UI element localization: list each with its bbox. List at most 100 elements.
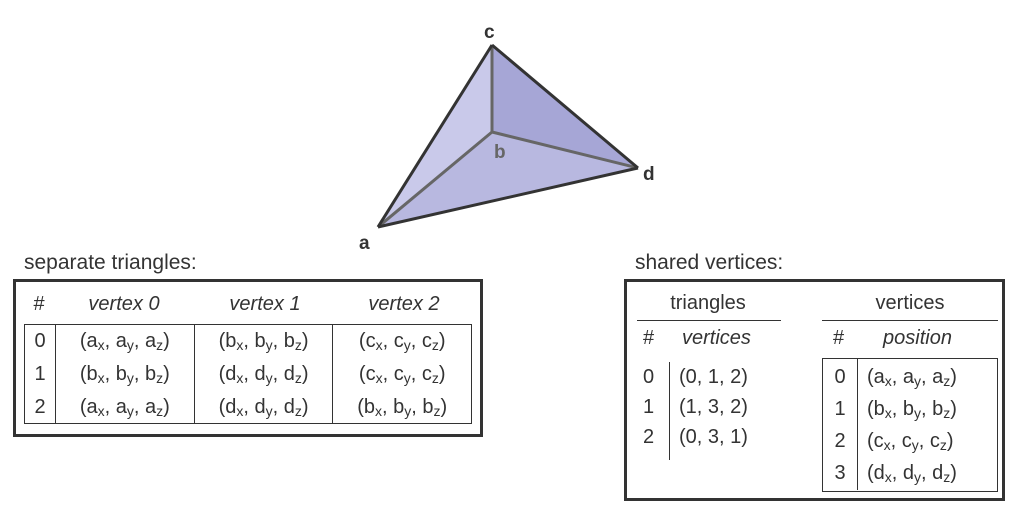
vector-component-subscript: x (375, 337, 383, 354)
vector-component-letter: c (421, 330, 432, 353)
vector-component-letter: b (225, 330, 237, 353)
vector-component-letter: d (283, 362, 295, 385)
vert-col-index-header: # (833, 327, 845, 349)
vector-component-letter: b (145, 362, 157, 385)
hidden-edge-ab (377, 130, 493, 229)
vertex-label-a: a (359, 233, 370, 250)
vector-component-subscript: y (403, 369, 411, 386)
col-vertex0-header: vertex 0 (88, 293, 160, 315)
vector-component-subscript: x (883, 437, 891, 453)
vector-component-subscript: z (939, 437, 947, 453)
vector-component-letter: d (873, 462, 885, 484)
vector-component-subscript: z (294, 402, 302, 419)
vector-component-subscript: y (126, 337, 134, 354)
separate-heading: separate triangles: (24, 251, 197, 274)
edge-ac (376, 44, 494, 228)
vector-component-subscript: z (294, 369, 302, 386)
triangle-row-index: 1 (643, 396, 655, 418)
vector-component-letter: b (363, 395, 376, 418)
vector-component-subscript: y (126, 402, 134, 419)
vertex-label-d: d (643, 164, 655, 185)
vert-index-rule (857, 359, 858, 490)
vertex-row-index: 3 (834, 462, 846, 484)
vector-component-letter: d (902, 462, 915, 484)
tri-col-vertices-header: vertices (682, 327, 751, 349)
vector-component-subscript: x (884, 469, 892, 485)
vertex-row-position: (ax, ay, az) (867, 366, 957, 389)
separate-table-row: 1 (bx, by, bz) (dx, dy, dz) (cx, cy, cz) (25, 357, 471, 391)
vector-component-subscript: x (375, 402, 383, 419)
vertex-row-position: (bx, by, bz) (867, 398, 957, 421)
separate-cell-vertex2: (cx, cy, cz) (332, 357, 471, 391)
vector-component-letter: b (422, 395, 434, 418)
vertex-row: 3 (dx, dy, dz) (823, 457, 997, 489)
vector-component-subscript: x (236, 369, 244, 386)
vector-component-subscript: y (265, 337, 273, 354)
vector-component-subscript: y (265, 402, 273, 419)
separate-header-row: # vertex 0 vertex 1 vertex 2 (24, 289, 472, 319)
vector-component-letter: c (901, 430, 912, 452)
separate-table-row: 2 (ax, ay, az) (dx, dy, dz) (bx, by, bz) (25, 390, 471, 423)
face-abd (378, 132, 638, 227)
vertices-inner-frame: 0 (ax, ay, az) 1 (bx, by, bz) 2 (cx, cy, cz) 3… (822, 358, 998, 492)
vector-component-letter: a (902, 366, 915, 388)
vector-component-subscript: y (404, 402, 412, 419)
vector-component-letter: b (873, 398, 885, 420)
vector-component-letter: a (115, 330, 127, 353)
vert-col-position-header: position (883, 327, 952, 349)
vertex-row: 2 (cx, cy, cz) (823, 425, 997, 457)
vector-component-subscript: z (156, 402, 164, 419)
vector-component-subscript: y (403, 337, 411, 354)
shared-heading: shared vertices: (635, 251, 784, 274)
separate-cell-vertex1: (dx, dy, dz) (193, 357, 333, 391)
vector-component-letter: a (145, 330, 157, 353)
separate-row-index: 1 (34, 362, 46, 385)
vector-component-letter: c (393, 362, 404, 385)
vector-component-letter: d (225, 362, 237, 385)
col-index-header: # (33, 293, 45, 315)
vector-component-subscript: z (156, 337, 164, 354)
vertex-row: 0 (ax, ay, az) (823, 361, 997, 393)
separate-cell-vertex0: (ax, ay, az) (55, 325, 195, 358)
vertex-row-index: 2 (834, 430, 846, 452)
separate-cell-vertex1: (bx, by, bz) (193, 325, 333, 358)
triangle-row-vertices: (0, 1, 2) (679, 366, 748, 388)
separate-cell-vertex2: (bx, by, bz) (332, 390, 471, 423)
vertex-row: 1 (bx, by, bz) (823, 393, 997, 425)
vector-component-subscript: z (943, 405, 951, 421)
separate-inner-frame: 0 (ax, ay, az) (bx, by, bz) (cx, cy, cz) 1 (b… (24, 324, 472, 424)
separate-cell-vertex0: (bx, by, bz) (55, 357, 195, 391)
vector-component-letter: a (873, 366, 885, 388)
triangle-row-vertices: (0, 3, 1) (679, 426, 748, 448)
vector-component-subscript: y (911, 437, 919, 453)
vector-component-subscript: y (126, 369, 134, 386)
separate-row-index: 0 (34, 330, 46, 353)
vector-component-letter: b (902, 398, 915, 420)
vector-component-subscript: y (914, 373, 922, 389)
vertex-row-index: 0 (834, 366, 846, 388)
vector-component-subscript: x (884, 373, 892, 389)
separate-cell-vertex0: (ax, ay, az) (55, 390, 195, 423)
vector-component-letter: d (932, 462, 944, 484)
triangle-row: 0 (0, 1, 2) (643, 362, 748, 392)
vertex-row-index: 1 (834, 398, 846, 420)
vector-component-subscript: z (431, 337, 439, 354)
separate-cell-vertex1: (dx, dy, dz) (193, 390, 333, 423)
tetrahedron-diagram: c b d a (359, 22, 655, 250)
vector-component-subscript: z (156, 369, 164, 386)
separate-cell-vertex2: (cx, cy, cz) (332, 325, 471, 358)
vector-component-letter: a (86, 395, 98, 418)
vector-component-letter: d (283, 395, 295, 418)
vector-component-subscript: y (914, 405, 922, 421)
vector-component-subscript: x (236, 402, 244, 419)
vertex-label-b: b (494, 142, 506, 163)
tri-index-rule (669, 362, 670, 460)
vector-component-letter: b (115, 362, 127, 385)
tri-col-index-header: # (643, 327, 655, 349)
vector-component-subscript: z (943, 373, 951, 389)
triangle-row-index: 0 (643, 366, 655, 388)
triangle-row: 2 (0, 3, 1) (643, 422, 748, 452)
vector-component-subscript: z (431, 369, 439, 386)
triangle-row-index: 2 (643, 426, 655, 448)
vertices-title-rule (822, 320, 998, 321)
